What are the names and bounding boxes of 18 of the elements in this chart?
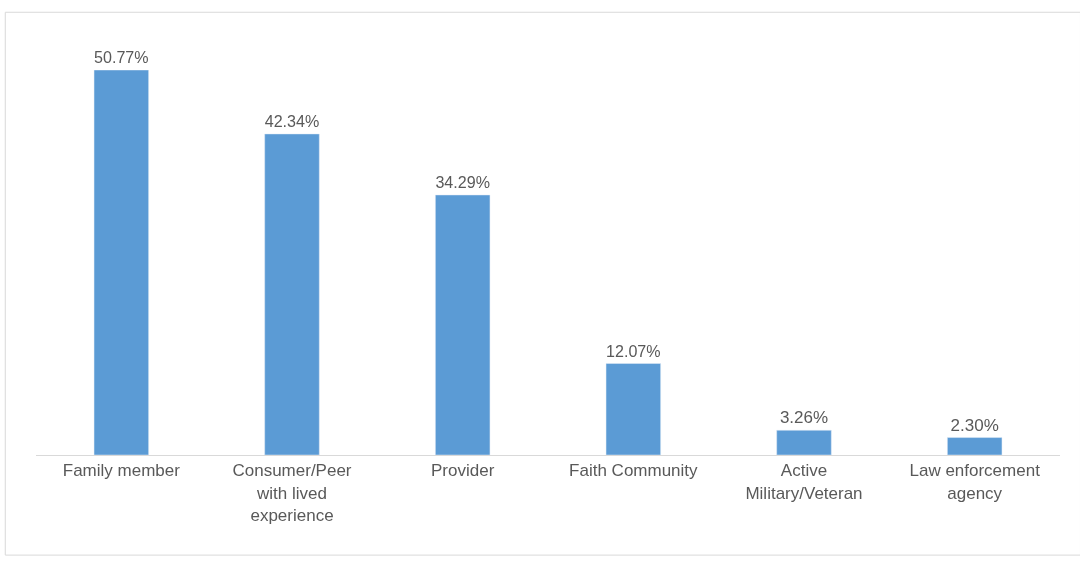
data-label: 12.07% <box>606 341 661 360</box>
bar <box>435 194 491 455</box>
bar <box>264 133 320 455</box>
x-tick-label: Active Military/Veteran <box>745 461 863 503</box>
x-tick-label: Law enforcement agency <box>909 461 1041 503</box>
bar <box>605 363 661 455</box>
x-tick-label: Faith Community <box>569 461 699 481</box>
bar <box>93 70 149 455</box>
x-tick-label: Provider <box>431 461 495 481</box>
x-tick-label: Family member <box>62 461 181 481</box>
bar <box>947 437 1003 455</box>
bar <box>776 430 832 455</box>
data-label: 2.30% <box>950 415 999 435</box>
data-label: 34.29% <box>435 173 490 192</box>
x-tick-label: Consumer/Peer with lived experience <box>232 461 352 525</box>
data-label: 42.34% <box>264 112 320 131</box>
data-label: 50.77% <box>94 48 149 67</box>
data-label: 3.26% <box>779 408 829 428</box>
